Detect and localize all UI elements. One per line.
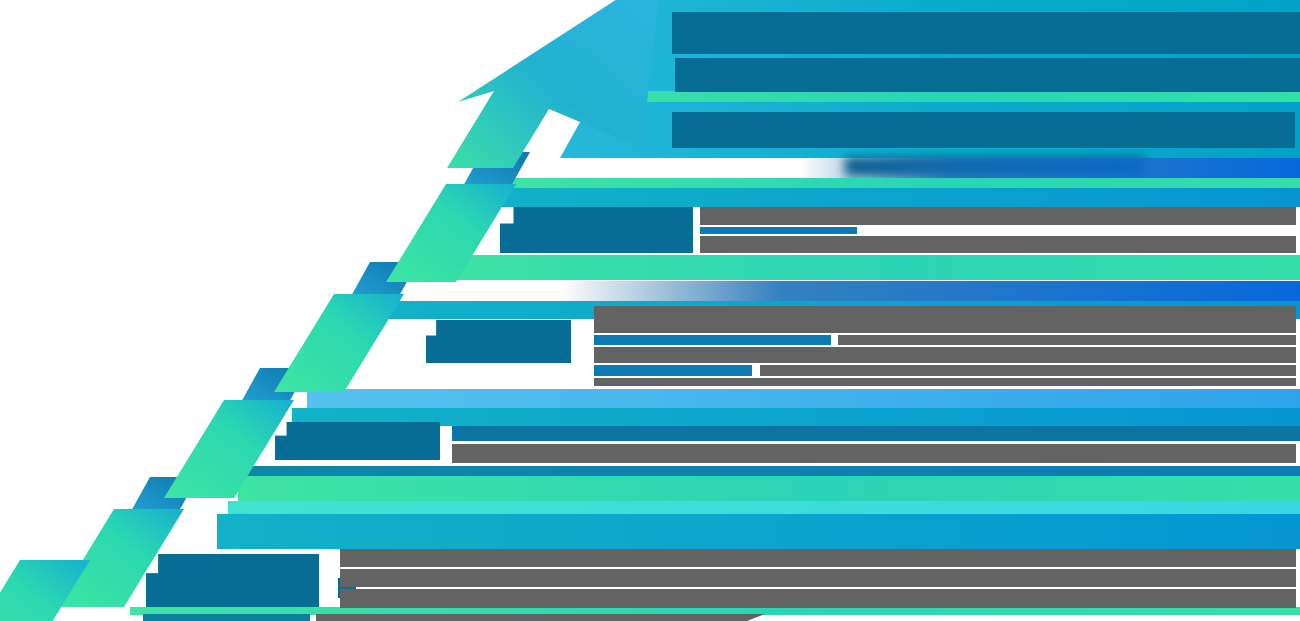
title-bar xyxy=(672,112,1295,148)
text-line-bar xyxy=(316,614,765,621)
title-bar xyxy=(275,422,440,460)
band-dark-teal xyxy=(246,466,1300,476)
band-green xyxy=(540,91,1300,102)
band-cyan xyxy=(484,188,1300,207)
title-bar xyxy=(146,554,319,607)
highlight-bar xyxy=(594,365,752,376)
text-line-bar xyxy=(452,444,1296,463)
text-line-bar xyxy=(838,335,1296,345)
text-line-bar xyxy=(594,306,1296,333)
title-bar xyxy=(675,58,1300,92)
text-line-bar xyxy=(340,589,1296,608)
band-royal-blue xyxy=(560,281,1300,301)
band-turquoise xyxy=(228,501,1300,514)
band-green xyxy=(238,476,1300,501)
highlight-bar xyxy=(700,227,857,234)
band-cyan xyxy=(292,408,1300,426)
text-line-bar xyxy=(340,549,1296,567)
text-line-bar xyxy=(340,569,1296,587)
step-strip xyxy=(274,294,404,392)
band-green xyxy=(130,607,1300,615)
text-line-bar xyxy=(594,347,1296,363)
text-line-bar xyxy=(452,426,1300,441)
step-strip-corner xyxy=(0,560,90,621)
text-line-bar xyxy=(700,207,1296,225)
title-bar xyxy=(500,207,693,253)
step-strip xyxy=(54,509,184,607)
highlight-bar xyxy=(594,335,831,345)
title-bar xyxy=(426,320,571,363)
growth-arrow xyxy=(447,0,659,168)
band-cyan xyxy=(217,514,1300,549)
band-royal-blue xyxy=(800,158,1300,178)
step-strip xyxy=(164,400,294,498)
band-sky-blue xyxy=(307,389,1300,408)
step-strip xyxy=(386,184,516,282)
text-line-bar xyxy=(594,378,1296,386)
band-green xyxy=(498,178,1300,188)
text-line-bar xyxy=(760,365,1296,376)
band-green xyxy=(412,255,1300,280)
title-bar xyxy=(672,12,1300,54)
text-line-bar xyxy=(700,236,1296,253)
teal-bar xyxy=(143,614,310,621)
